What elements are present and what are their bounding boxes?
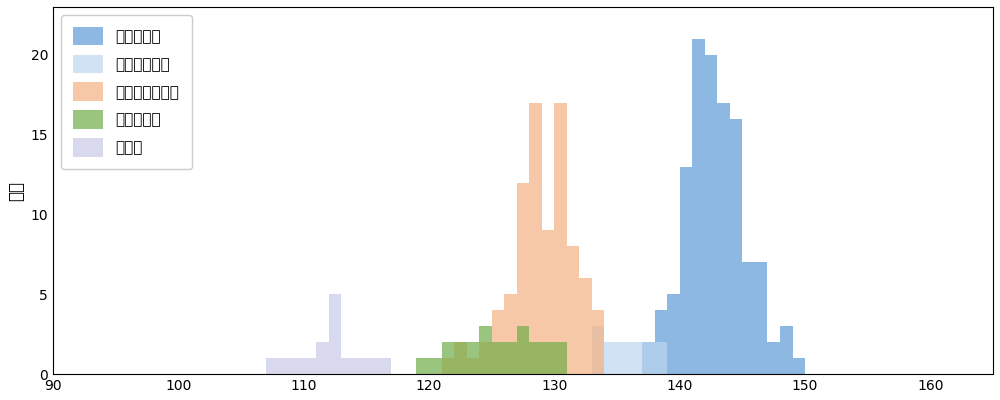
Bar — [667, 294, 680, 374]
Bar — [529, 342, 542, 374]
Bar — [592, 326, 604, 374]
Bar — [730, 119, 742, 374]
Bar — [279, 358, 291, 374]
Bar — [592, 310, 604, 374]
Bar — [517, 182, 529, 374]
Bar — [442, 342, 454, 374]
Bar — [479, 326, 492, 374]
Bar — [504, 294, 517, 374]
Bar — [517, 326, 529, 374]
Bar — [479, 342, 492, 374]
Bar — [316, 342, 329, 374]
Bar — [504, 342, 517, 374]
Bar — [742, 262, 755, 374]
Bar — [617, 342, 630, 374]
Bar — [416, 358, 429, 374]
Bar — [767, 342, 780, 374]
Bar — [554, 103, 567, 374]
Legend: ストレート, カットボール, チェンジアップ, スライダー, カーブ: ストレート, カットボール, チェンジアップ, スライダー, カーブ — [61, 14, 192, 169]
Bar — [705, 55, 717, 374]
Bar — [529, 103, 542, 374]
Bar — [755, 262, 767, 374]
Bar — [492, 310, 504, 374]
Bar — [379, 358, 391, 374]
Bar — [717, 103, 730, 374]
Bar — [266, 358, 279, 374]
Bar — [567, 246, 579, 374]
Bar — [793, 358, 805, 374]
Bar — [454, 342, 467, 374]
Bar — [642, 342, 655, 374]
Bar — [692, 39, 705, 374]
Bar — [442, 358, 454, 374]
Bar — [304, 358, 316, 374]
Bar — [492, 342, 504, 374]
Bar — [542, 230, 554, 374]
Bar — [554, 342, 567, 374]
Bar — [630, 342, 642, 374]
Bar — [291, 358, 304, 374]
Y-axis label: 球数: 球数 — [7, 180, 25, 200]
Bar — [655, 310, 667, 374]
Bar — [366, 358, 379, 374]
Bar — [467, 358, 479, 374]
Bar — [780, 326, 793, 374]
Bar — [680, 167, 692, 374]
Bar — [454, 342, 467, 374]
Bar — [467, 342, 479, 374]
Bar — [354, 358, 366, 374]
Bar — [329, 294, 341, 374]
Bar — [429, 358, 442, 374]
Bar — [655, 342, 667, 374]
Bar — [579, 278, 592, 374]
Bar — [341, 358, 354, 374]
Bar — [604, 342, 617, 374]
Bar — [642, 342, 655, 374]
Bar — [542, 342, 554, 374]
